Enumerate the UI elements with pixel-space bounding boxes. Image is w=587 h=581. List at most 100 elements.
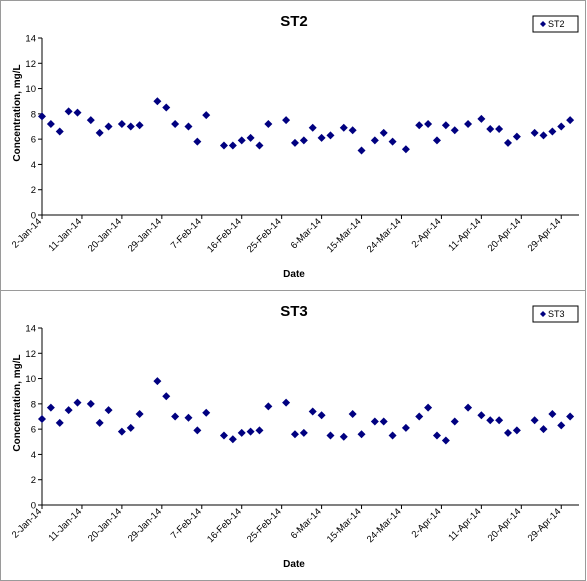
x-tick-label: 15-Mar-14 — [325, 216, 364, 255]
data-point — [299, 136, 308, 145]
x-axis-label: Date — [283, 559, 305, 570]
data-point — [495, 416, 504, 425]
data-point — [202, 408, 211, 417]
legend-marker — [540, 311, 546, 317]
axes — [41, 328, 579, 506]
data-point — [464, 119, 473, 128]
data-point — [126, 122, 135, 131]
data-point — [135, 409, 144, 418]
data-point — [557, 421, 566, 430]
data-point — [193, 426, 202, 435]
data-point — [64, 406, 73, 415]
x-tick-label: 29-Jan-14 — [126, 506, 164, 544]
data-point — [503, 428, 512, 437]
data-point — [432, 431, 441, 440]
x-tick-label: 20-Jan-14 — [86, 216, 124, 254]
y-tick-label: 2 — [31, 185, 36, 196]
data-point — [299, 428, 308, 437]
data-point — [370, 136, 379, 145]
x-tick-label: 24-Mar-14 — [365, 506, 404, 545]
data-point — [539, 131, 548, 140]
x-tick-label: 2-Apr-14 — [410, 506, 444, 540]
data-point — [548, 409, 557, 418]
x-tick-label: 2-Apr-14 — [410, 216, 444, 250]
data-point — [401, 423, 410, 432]
data-point — [55, 418, 64, 427]
x-tick-label: 6-Mar-14 — [289, 506, 324, 541]
data-point — [357, 430, 366, 439]
data-point — [357, 146, 366, 155]
data-point — [326, 131, 335, 140]
data-point — [486, 416, 495, 425]
data-point — [264, 402, 273, 411]
data-point — [135, 121, 144, 130]
data-point — [477, 114, 486, 123]
data-point — [548, 127, 557, 136]
legend-label: ST2 — [548, 19, 565, 29]
data-point — [246, 133, 255, 142]
x-tick-label: 20-Apr-14 — [486, 216, 524, 254]
legend-box — [532, 15, 579, 33]
data-point — [86, 399, 95, 408]
data-point — [184, 122, 193, 131]
legend-marker — [540, 21, 546, 27]
data-point — [339, 432, 348, 441]
data-point — [104, 406, 113, 415]
data-point — [117, 119, 126, 128]
data-point — [308, 407, 317, 416]
y-axis-label: Concentration, mg/L — [12, 354, 23, 451]
x-tick-label: 29-Apr-14 — [526, 506, 564, 544]
data-point — [126, 423, 135, 432]
data-point — [450, 126, 459, 135]
y-ticks: 0 2 4 6 8 10 12 14 — [25, 34, 42, 222]
data-point — [512, 132, 521, 141]
data-point — [38, 112, 46, 121]
data-point — [282, 398, 291, 407]
data-point — [566, 412, 575, 421]
data-point — [290, 138, 299, 147]
data-point — [503, 138, 512, 147]
legend-label: ST3 — [548, 309, 565, 319]
y-tick-label: 4 — [31, 450, 36, 461]
y-tick-label: 6 — [31, 425, 36, 436]
data-point — [162, 103, 171, 112]
x-tick-label: 6-Mar-14 — [289, 216, 324, 251]
data-point — [86, 116, 95, 125]
axes — [41, 38, 579, 216]
data-point — [530, 416, 539, 425]
y-tick-label: 2 — [31, 475, 36, 486]
data-point — [153, 97, 162, 106]
data-point — [237, 136, 246, 145]
data-point — [55, 127, 64, 136]
data-point — [95, 128, 104, 137]
data-point — [401, 145, 410, 154]
x-tick-label: 20-Apr-14 — [486, 506, 524, 544]
x-ticks: 2-Jan-14 11-Jan-14 20-Jan-14 29-Jan-14 7-Feb… — [10, 215, 564, 255]
x-axis-label: Date — [283, 269, 305, 280]
y-tick-label: 6 — [31, 135, 36, 146]
x-tick-label: 11-Jan-14 — [47, 216, 85, 254]
data-point — [512, 426, 521, 435]
data-point — [264, 119, 273, 128]
data-point — [450, 417, 459, 426]
data-point — [73, 398, 82, 407]
chart-st3-svg: ST3 ST3 Date Concentration, mg/L 0 2 4 6 8 10… — [10, 303, 579, 570]
chart-st2-svg: ST2 ST2 Date Concentration, mg/L 0 2 4 6 8 10… — [10, 13, 579, 280]
data-point — [348, 126, 357, 135]
legend: ST2 — [532, 15, 579, 33]
data-point — [486, 125, 495, 134]
x-tick-label: 11-Apr-14 — [446, 506, 483, 543]
data-point — [153, 377, 162, 386]
x-tick-label: 7-Feb-14 — [169, 216, 204, 251]
data-point — [566, 116, 575, 125]
x-tick-label: 29-Apr-14 — [526, 216, 564, 254]
data-point — [46, 119, 55, 128]
x-tick-label: 2-Jan-14 — [10, 506, 44, 540]
x-tick-label: 16-Feb-14 — [205, 506, 244, 545]
data-point — [424, 119, 433, 128]
x-tick-label: 11-Apr-14 — [446, 216, 483, 253]
x-tick-label: 16-Feb-14 — [205, 216, 244, 255]
data-point — [255, 426, 264, 435]
data-point — [228, 435, 237, 444]
